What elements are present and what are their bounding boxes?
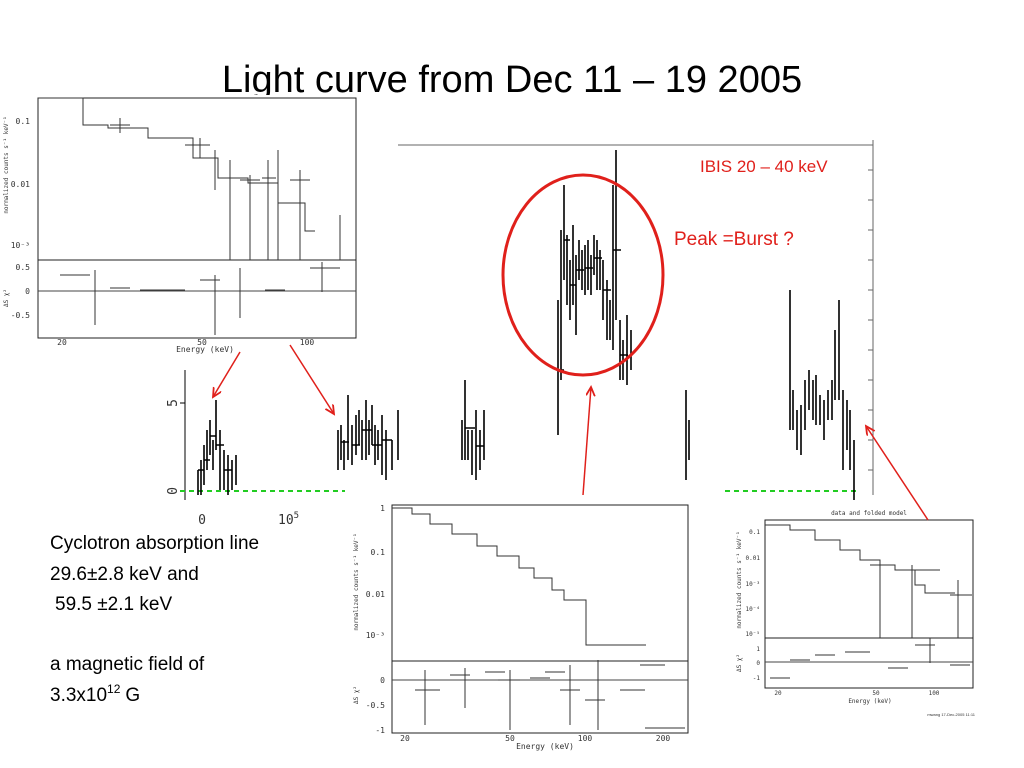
burst-annotation: Peak =Burst ? bbox=[674, 229, 794, 250]
light-curve: 5 0 0 105 IBIS 20 – 40 keV Peak =Burst ? bbox=[128, 140, 875, 528]
note-exp: 12 bbox=[107, 682, 121, 696]
y-tick-label: 10⁻⁴ bbox=[746, 606, 760, 613]
x-tick-label: 50 bbox=[505, 734, 515, 743]
y-axis-label: normalized counts s⁻¹ keV⁻¹ bbox=[353, 533, 360, 631]
note-line: 3.3x1012 G bbox=[50, 682, 140, 706]
note-line: 59.5 ±2.1 keV bbox=[55, 594, 172, 615]
y-tick-label: 10⁻³ bbox=[11, 241, 30, 250]
note-unit: G bbox=[125, 685, 140, 706]
y-tick-label: 5 bbox=[166, 399, 181, 407]
residual-tick: 0 bbox=[756, 660, 760, 667]
y-tick-label: 0.1 bbox=[371, 548, 386, 557]
residual-tick: -0.5 bbox=[366, 701, 385, 710]
data-points bbox=[415, 660, 685, 730]
slide-title: Light curve from Dec 11 – 19 2005 bbox=[222, 59, 802, 101]
y-tick-label: 0 bbox=[166, 487, 181, 495]
note-base: 3.3x10 bbox=[50, 685, 107, 706]
y-tick-label: 0.01 bbox=[11, 180, 30, 189]
spectrum-background bbox=[728, 505, 978, 720]
arrow bbox=[582, 387, 591, 496]
y-tick-label: 10⁻³ bbox=[746, 581, 760, 588]
x-axis-label: Energy (keV) bbox=[516, 742, 574, 751]
y-tick-label: 1 bbox=[380, 504, 385, 513]
model-step bbox=[38, 97, 315, 232]
note-line: a magnetic field of bbox=[50, 654, 205, 675]
residual-tick: 0 bbox=[25, 287, 30, 296]
x-axis-label: Energy (keV) bbox=[176, 345, 234, 354]
frame-ticks bbox=[868, 169, 873, 471]
spectrum-background bbox=[348, 500, 690, 738]
residual-tick: 1 bbox=[756, 646, 760, 653]
y-tick-label: 0.01 bbox=[366, 590, 385, 599]
notes: Cyclotron absorption line 29.6±2.8 keV a… bbox=[50, 533, 259, 706]
residual-tick: 0.5 bbox=[16, 263, 31, 272]
residual-label: ΔS χ² bbox=[353, 686, 360, 704]
x-tick-label: 100 bbox=[929, 690, 940, 697]
y-tick-label: 0.01 bbox=[746, 555, 761, 562]
y-axis-label: normalized counts s⁻¹ keV⁻¹ bbox=[3, 116, 10, 214]
y-tick-label: 10⁻⁵ bbox=[746, 631, 760, 638]
x-tick-exp: 5 bbox=[294, 511, 299, 521]
arrow bbox=[866, 426, 929, 521]
residual-tick: -0.5 bbox=[11, 311, 30, 320]
y-tick-label: 10⁻³ bbox=[366, 631, 385, 640]
arrow bbox=[289, 344, 334, 414]
x-tick-label: 20 bbox=[400, 734, 410, 743]
residual-label: ΔS χ² bbox=[736, 654, 743, 672]
residual-tick: -1 bbox=[375, 726, 385, 735]
spectrum-right: data and folded model 0.1 0.01 10⁻³ 10⁻⁴… bbox=[728, 505, 978, 720]
x-tick-label: 50 bbox=[872, 690, 880, 697]
spectrum-title: data and folded model bbox=[831, 510, 907, 517]
x-tick-label: 105 bbox=[278, 511, 299, 528]
energy-band-label: IBIS 20 – 40 keV bbox=[700, 157, 828, 176]
residual-frame bbox=[764, 637, 974, 689]
data-points bbox=[60, 118, 341, 335]
residual-tick: -1 bbox=[753, 675, 761, 682]
model-step bbox=[392, 507, 646, 646]
spectrum-footer: mwang 17-Dec-2005 11:11 bbox=[927, 712, 975, 717]
data-points bbox=[770, 560, 972, 679]
spectrum-top-left: 0.1 0.01 10⁻³ normalized counts s⁻¹ keV⁻… bbox=[0, 95, 358, 354]
spectrum-background bbox=[0, 95, 358, 353]
note-line: 29.6±2.8 keV and bbox=[50, 564, 199, 585]
x-tick-label: 50 bbox=[197, 338, 207, 347]
x-tick-label: 100 bbox=[578, 734, 593, 743]
x-axis-label: Energy (keV) bbox=[848, 698, 891, 705]
arrows bbox=[213, 344, 929, 521]
burst-highlight bbox=[501, 173, 665, 377]
x-tick-label: 0 bbox=[198, 513, 206, 528]
spectrum-bottom: 1 0.1 0.01 10⁻³ normalized counts s⁻¹ ke… bbox=[348, 500, 690, 751]
residual-label: ΔS χ² bbox=[3, 289, 10, 307]
light-curve-trace bbox=[197, 150, 855, 500]
x-tick-label: 20 bbox=[57, 338, 67, 347]
x-tick-label: 100 bbox=[300, 338, 315, 347]
x-tick-label: 20 bbox=[774, 690, 782, 697]
y-tick-label: 0.1 bbox=[16, 117, 31, 126]
arrow bbox=[213, 351, 241, 397]
y-axis-label: normalized counts s⁻¹ keV⁻¹ bbox=[736, 531, 743, 629]
residual-tick: 0 bbox=[380, 676, 385, 685]
light-curve-panel bbox=[395, 140, 875, 495]
residual-frame bbox=[391, 660, 689, 734]
light-curve-strip bbox=[128, 370, 398, 500]
residual-frame bbox=[37, 259, 357, 339]
note-line: Cyclotron absorption line bbox=[50, 533, 259, 554]
y-tick-label: 0.1 bbox=[749, 529, 760, 536]
x-tick-base: 10 bbox=[278, 513, 294, 528]
x-tick-label: 200 bbox=[656, 734, 671, 743]
model-step bbox=[765, 524, 955, 594]
